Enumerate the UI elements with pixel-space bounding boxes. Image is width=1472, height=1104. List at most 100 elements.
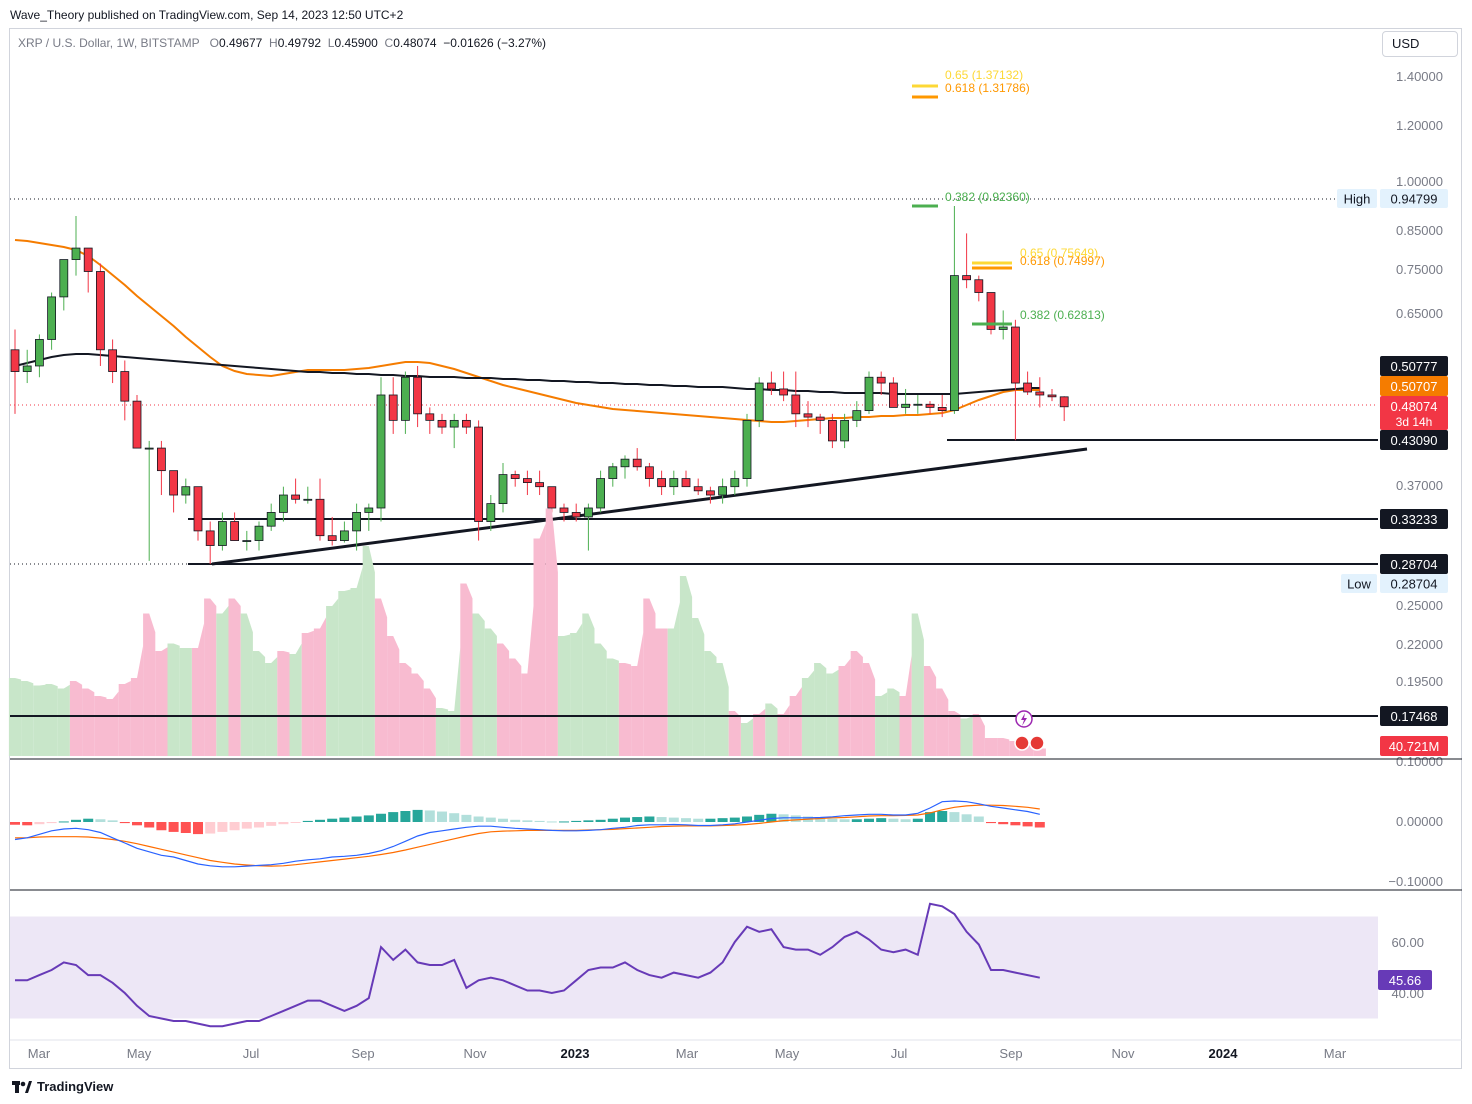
macd-histogram-bar [34,822,45,825]
rsi-axis-tick: 60.00 [1391,935,1424,950]
volume-area-up [911,613,924,756]
volume-area-down [545,508,558,756]
volume-area-up [875,692,888,756]
rsi-line [15,902,1041,1028]
volume-area-up [21,681,34,756]
volume-area-up [326,598,339,756]
ema-line [14,239,1040,423]
volume-area-down [838,658,851,756]
price-axis-tick: 0.65000 [1396,306,1443,321]
time-axis-tick: May [775,1046,800,1061]
macd-histogram-bar [193,822,203,835]
macd-histogram-bar [644,816,655,822]
volume-area-up [472,613,485,756]
candle-down [169,470,179,496]
countdown-tag: 3d 14h [1396,415,1433,429]
volume-area-up [338,589,351,756]
candle-up [376,394,386,509]
candle-down [1011,326,1020,384]
macd-histogram-bar [656,817,667,822]
candle-down [791,394,801,415]
volume-area-up [716,663,729,756]
price-axis-tick: 0.37000 [1396,478,1443,493]
open-value: 0.49677 [218,36,263,50]
volume-area-down [130,645,144,756]
volume-area-down [948,711,961,756]
volume-area-up [33,684,46,756]
volume-area-down [399,663,412,756]
macd-histogram-bar [144,822,155,828]
candle-up [35,339,44,367]
macd-histogram-bar [559,821,569,823]
candle-up [400,376,410,421]
macd-histogram-bar [83,818,94,822]
macd-histogram-bar [132,822,142,826]
macd-axis-tick: −0.10000 [1388,874,1443,889]
macd-histogram-bar [351,816,362,822]
volume-area-down [94,696,107,756]
high-badge-name: High [1344,192,1371,207]
macd-histogram-bar [546,821,557,823]
macd-histogram-bar [815,817,826,822]
sma-line [14,353,1040,395]
candle-down [510,474,520,479]
candle-down [83,247,93,272]
volume-area-up [740,718,754,756]
volume-area-up [826,669,839,756]
last-price-tag-bg [1380,396,1448,430]
candle-up [864,376,874,412]
macd-histogram-bar [705,818,716,822]
macd-signal-line [15,804,1040,867]
volume-area-down [789,687,802,756]
candle-down [425,413,435,421]
candle-down [962,275,971,281]
volume-area-down [618,663,632,756]
candle-up [901,403,910,408]
currency-button[interactable]: USD [1382,31,1458,57]
candle-up [742,419,752,479]
volume-area-up [167,643,180,756]
lightning-glyph-icon [1021,713,1027,726]
macd-histogram-bar [510,819,521,822]
us-flag-event-icon [1014,735,1030,751]
candle-up [254,525,264,541]
macd-histogram-bar [900,819,911,822]
price-axis-tick: 0.85000 [1396,223,1443,238]
volume-area-down [850,651,863,756]
tradingview-brand[interactable]: TradingView [12,1079,113,1094]
volume-area-down [82,688,95,756]
volume-area-down [728,711,741,756]
open-label: O [209,36,219,50]
macd-histogram-bar [851,819,862,822]
macd-histogram-bar [742,816,752,822]
volume-area-down [118,681,131,756]
macd-histogram-bar [22,822,33,826]
candle-up [852,410,862,421]
macd-histogram-bar [485,817,496,822]
volume-area-down [777,705,790,756]
macd-histogram-bar [1034,822,1045,828]
macd-histogram-bar [876,818,887,822]
volume-area-up [801,670,815,756]
macd-histogram-bar [119,822,130,824]
candle-down [96,271,105,351]
candle-up [498,474,508,505]
macd-histogram-bar [790,815,801,822]
candle-down [815,416,825,421]
candle-down [315,498,325,537]
volume-area-up [240,613,253,756]
macd-histogram-bar [973,816,984,822]
macd-histogram-bar [925,812,935,822]
macd-histogram-bar [864,818,874,822]
fib-level-label: 0.65 (0.75649) [1020,246,1098,260]
symbol-legend: XRP / U.S. Dollar, 1W, BITSTAMP O0.49677… [18,36,546,50]
candle-down [437,419,447,428]
fib-level-label: 0.618 (1.31786) [945,81,1030,95]
volume-area-up [484,628,497,756]
macd-histogram-bar [888,818,899,822]
time-axis-tick: Mar [1324,1046,1347,1061]
volume-area-down [155,647,168,756]
support-level-tag: 0.28704 [1391,557,1438,572]
candle-down [1047,394,1057,398]
